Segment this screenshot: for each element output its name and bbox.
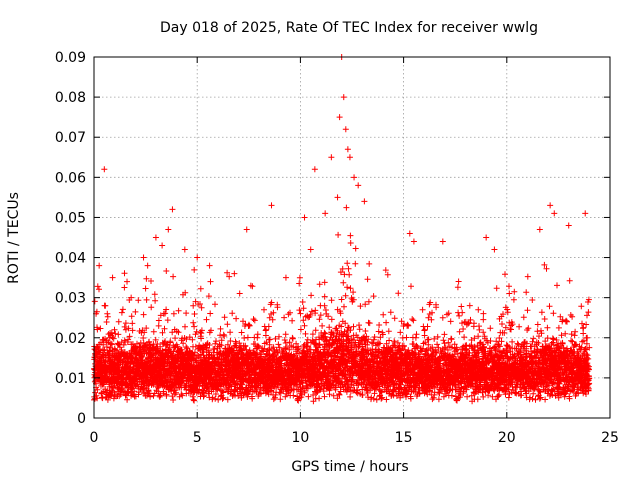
roti-point	[410, 238, 417, 245]
roti-point	[307, 246, 314, 253]
y-tick-label: 0.02	[55, 331, 86, 347]
y-tick-label: 0.06	[55, 170, 86, 186]
y-axis-label: ROTI / TECUs	[6, 192, 22, 284]
roti-point	[115, 318, 122, 325]
x-tick-label: 15	[395, 430, 413, 446]
chart-title: Day 018 of 2025, Rate Of TEC Index for r…	[160, 20, 538, 36]
x-tick-label: 10	[291, 430, 309, 446]
y-tick-label: 0.09	[55, 50, 86, 66]
y-tick-label: 0.03	[55, 291, 86, 307]
roti-point	[342, 126, 349, 133]
roti-point	[301, 214, 308, 221]
roti-point	[536, 226, 543, 233]
roti-point	[344, 146, 351, 153]
roti-point	[231, 270, 238, 277]
roti-point	[152, 234, 159, 241]
roti-point	[124, 278, 131, 285]
roti-point	[340, 94, 347, 101]
plot-frame	[93, 56, 611, 419]
roti-point	[547, 202, 554, 209]
roti-point	[159, 242, 166, 249]
roti-point	[346, 154, 353, 161]
y-tick-label: 0.01	[55, 371, 86, 387]
ticks-layer: 0 0.01 0.02 0.03 0.04 0.05 0.06 0.07 0.08 0.09 0 5 1…	[55, 50, 619, 446]
roti-point	[268, 202, 275, 209]
roti-point	[181, 246, 188, 253]
x-axis-label: GPS time / hours	[291, 459, 408, 475]
roti-point	[483, 234, 490, 241]
roti-point	[336, 114, 343, 121]
roti-point	[322, 210, 329, 217]
roti-point	[109, 274, 116, 281]
y-tick-label: 0.05	[55, 210, 86, 226]
roti-point	[328, 154, 335, 161]
roti-point-cloud	[91, 204, 593, 405]
roti-point	[334, 194, 341, 201]
y-tick-label: 0	[77, 411, 86, 427]
roti-point	[361, 198, 368, 205]
roti-point	[165, 226, 172, 233]
y-tick-label: 0.07	[55, 130, 86, 146]
y-tick-label: 0.04	[55, 251, 86, 267]
roti-point	[243, 226, 250, 233]
x-tick-label: 0	[90, 430, 99, 446]
roti-point	[102, 302, 109, 309]
roti-point	[551, 210, 558, 217]
roti-point	[169, 206, 176, 213]
roti-point	[206, 262, 213, 269]
roti-point	[247, 282, 254, 289]
roti-point	[101, 166, 108, 173]
roti-point	[96, 262, 103, 269]
data-points	[91, 54, 593, 405]
roti-point	[406, 230, 413, 237]
y-tick-label: 0.08	[55, 90, 86, 106]
roti-point	[491, 246, 498, 253]
roti-point	[128, 294, 135, 301]
x-tick-label: 25	[601, 430, 619, 446]
x-tick-label: 5	[193, 430, 202, 446]
roti-point	[311, 166, 318, 173]
roti-point	[565, 222, 572, 229]
roti-point	[140, 254, 147, 261]
roti-point	[194, 254, 201, 261]
x-tick-label: 20	[498, 430, 516, 446]
roti-point	[439, 238, 446, 245]
roti-point	[282, 274, 289, 281]
roti-point	[355, 182, 362, 189]
roti-point	[144, 262, 151, 269]
roti-point	[351, 174, 358, 181]
roti-point	[582, 210, 589, 217]
